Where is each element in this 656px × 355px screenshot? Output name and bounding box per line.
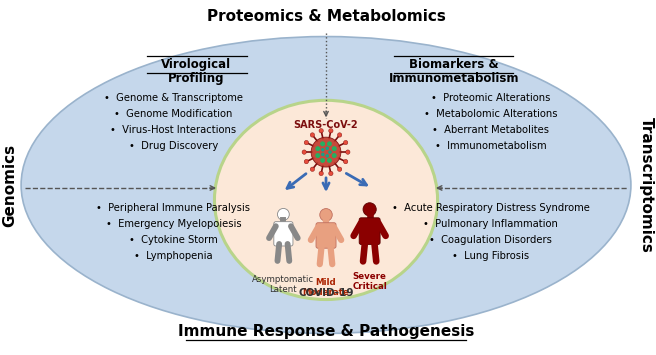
Text: •  Lung Fibrosis: • Lung Fibrosis bbox=[452, 251, 529, 261]
Text: •  Virus-Host Interactions: • Virus-Host Interactions bbox=[110, 125, 236, 135]
Circle shape bbox=[329, 171, 333, 176]
Circle shape bbox=[344, 159, 348, 164]
FancyBboxPatch shape bbox=[274, 222, 293, 246]
Text: Transcriptomics: Transcriptomics bbox=[639, 117, 654, 253]
Circle shape bbox=[337, 167, 342, 171]
Text: SARS-CoV-2: SARS-CoV-2 bbox=[294, 120, 358, 130]
Circle shape bbox=[320, 158, 325, 163]
Text: Mild
Moderate: Mild Moderate bbox=[302, 278, 350, 297]
Text: •  Metabolomic Alterations: • Metabolomic Alterations bbox=[424, 109, 558, 119]
Text: •  Coagulation Disorders: • Coagulation Disorders bbox=[429, 235, 552, 245]
Text: Proteomics & Metabolomics: Proteomics & Metabolomics bbox=[207, 9, 445, 24]
Text: Virological: Virological bbox=[161, 59, 231, 71]
Text: •  Proteomic Alterations: • Proteomic Alterations bbox=[431, 93, 550, 103]
Ellipse shape bbox=[21, 37, 631, 333]
Circle shape bbox=[344, 140, 348, 145]
Circle shape bbox=[321, 148, 325, 152]
FancyBboxPatch shape bbox=[316, 223, 336, 248]
Circle shape bbox=[332, 153, 337, 158]
Text: Asymptomatic
Latent: Asymptomatic Latent bbox=[253, 275, 314, 294]
Circle shape bbox=[337, 133, 342, 137]
Circle shape bbox=[319, 129, 323, 133]
Text: •  Cytokine Storm: • Cytokine Storm bbox=[129, 235, 218, 245]
Text: •  Genome & Transcriptome: • Genome & Transcriptome bbox=[104, 93, 243, 103]
Text: •  Emergency Myelopoiesis: • Emergency Myelopoiesis bbox=[106, 219, 241, 229]
Circle shape bbox=[319, 209, 332, 221]
Text: •  Genome Modification: • Genome Modification bbox=[114, 109, 232, 119]
Circle shape bbox=[310, 133, 315, 137]
Circle shape bbox=[302, 150, 306, 154]
Text: Profiling: Profiling bbox=[168, 72, 224, 86]
Circle shape bbox=[304, 140, 308, 145]
Circle shape bbox=[325, 147, 329, 150]
Text: •  Aberrant Metabolites: • Aberrant Metabolites bbox=[432, 125, 549, 135]
Circle shape bbox=[321, 153, 325, 156]
Circle shape bbox=[316, 153, 320, 158]
Text: Genomics: Genomics bbox=[2, 143, 17, 226]
Text: •  Acute Respiratory Distress Syndrome: • Acute Respiratory Distress Syndrome bbox=[392, 203, 590, 213]
Circle shape bbox=[316, 146, 320, 151]
Circle shape bbox=[332, 146, 337, 151]
Circle shape bbox=[327, 141, 332, 146]
Circle shape bbox=[320, 141, 325, 146]
Circle shape bbox=[311, 137, 341, 167]
Text: COVID-19: COVID-19 bbox=[298, 288, 354, 297]
Circle shape bbox=[327, 158, 332, 163]
FancyBboxPatch shape bbox=[359, 218, 380, 245]
Text: •  Peripheral Immune Paralysis: • Peripheral Immune Paralysis bbox=[96, 203, 251, 213]
Circle shape bbox=[319, 171, 323, 176]
Circle shape bbox=[277, 208, 289, 220]
Circle shape bbox=[328, 150, 332, 154]
Text: Immune Response & Pathogenesis: Immune Response & Pathogenesis bbox=[178, 324, 474, 339]
Text: Immunometabolism: Immunometabolism bbox=[388, 72, 519, 86]
Text: Biomarkers &: Biomarkers & bbox=[409, 59, 499, 71]
Circle shape bbox=[325, 154, 329, 158]
Text: •  Drug Discovery: • Drug Discovery bbox=[129, 141, 218, 151]
Text: Severe
Critical: Severe Critical bbox=[352, 272, 387, 291]
Text: •  Lymphopenia: • Lymphopenia bbox=[134, 251, 213, 261]
Circle shape bbox=[363, 203, 377, 216]
Circle shape bbox=[304, 159, 308, 164]
Text: •  Pulmonary Inflammation: • Pulmonary Inflammation bbox=[423, 219, 558, 229]
Text: •  Immunometabolism: • Immunometabolism bbox=[435, 141, 546, 151]
Circle shape bbox=[346, 150, 350, 154]
Circle shape bbox=[310, 167, 315, 171]
Circle shape bbox=[329, 129, 333, 133]
Ellipse shape bbox=[215, 100, 438, 300]
